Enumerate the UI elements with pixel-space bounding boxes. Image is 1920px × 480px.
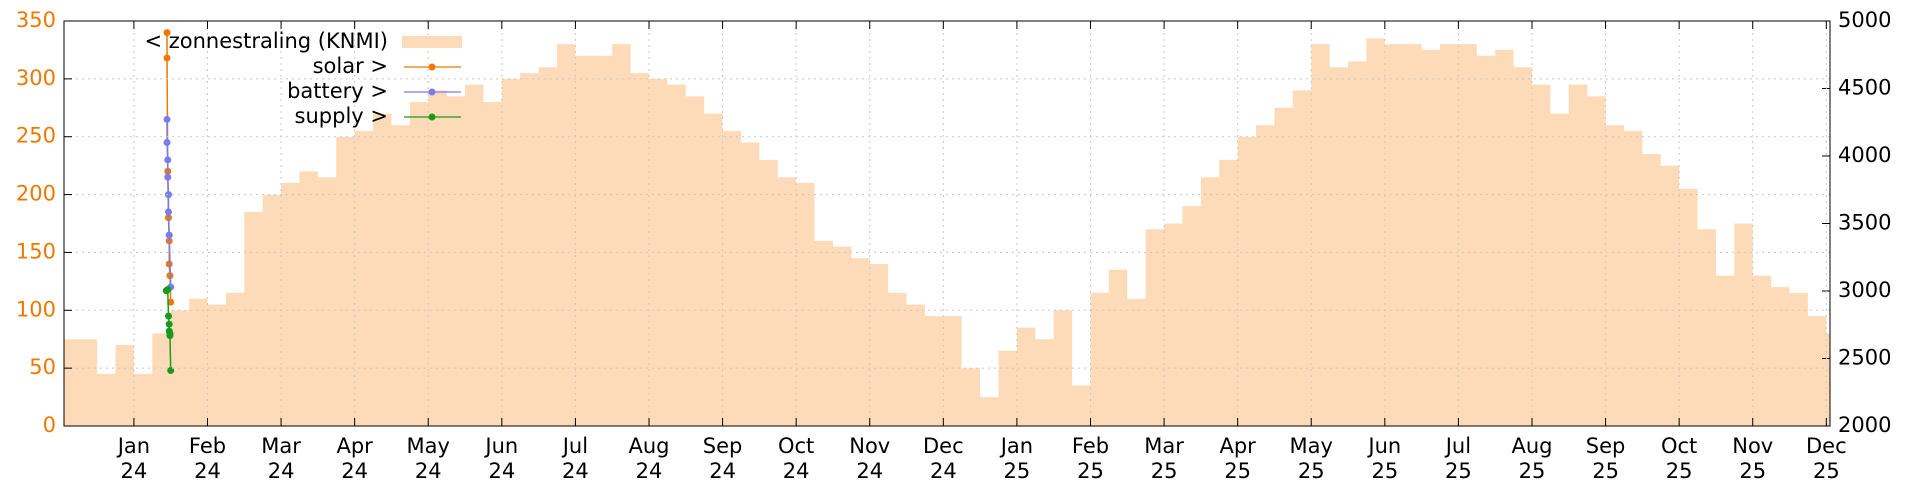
point	[164, 191, 172, 199]
x-tick-label: 25	[1445, 459, 1472, 480]
y2-tick-label: 4000	[1838, 143, 1891, 167]
y-tick-label: 50	[29, 355, 56, 379]
y-tick-label: 200	[16, 182, 56, 206]
x-tick-label: May	[407, 434, 450, 458]
x-tick-label: 24	[562, 459, 589, 480]
legend-swatch	[428, 88, 436, 96]
y-tick-label: 100	[16, 297, 56, 321]
x-tick-label: Oct	[1661, 434, 1697, 458]
legend-label: supply >	[295, 104, 388, 128]
y-tick-label: 150	[16, 239, 56, 263]
x-tick-label: 25	[1151, 459, 1178, 480]
point	[165, 320, 173, 328]
x-tick-label: Jul	[561, 434, 588, 458]
x-tick-label: 25	[1004, 459, 1031, 480]
x-tick-label: May	[1290, 434, 1333, 458]
x-tick-label: 24	[856, 459, 883, 480]
y-tick-label: 0	[43, 413, 56, 437]
point	[164, 173, 172, 181]
x-tick-label: 24	[636, 459, 663, 480]
x-tick-label: Jan	[116, 434, 150, 458]
x-tick-label: 24	[709, 459, 736, 480]
x-tick-label: Nov	[849, 434, 890, 458]
x-tick-label: 25	[1739, 459, 1766, 480]
plot-border	[63, 20, 1831, 427]
point	[163, 115, 171, 123]
x-tick-label: Mar	[1144, 434, 1184, 458]
legend-label: battery >	[287, 79, 388, 103]
x-tick-label: Jun	[1366, 434, 1401, 458]
x-tick-label: Apr	[336, 434, 373, 458]
x-tick-label: Aug	[1511, 434, 1552, 458]
y-tick-label: 250	[16, 124, 56, 148]
point	[163, 54, 171, 62]
x-tick-label: 25	[1813, 459, 1840, 480]
y2-tick-label: 5000	[1838, 8, 1891, 32]
y2-tick-label: 2000	[1838, 413, 1891, 437]
point	[166, 332, 174, 340]
x-tick-label: Dec	[1806, 434, 1847, 458]
x-tick-label: 25	[1077, 459, 1104, 480]
x-tick-label: 25	[1224, 459, 1251, 480]
x-tick-label: Apr	[1219, 434, 1256, 458]
x-tick-label: Aug	[628, 434, 669, 458]
x-tick-label: 24	[341, 459, 368, 480]
legend-swatch	[428, 63, 436, 71]
x-tick-label: Feb	[189, 434, 226, 458]
x-tick-label: Sep	[703, 434, 743, 458]
x-tick-label: 25	[1298, 459, 1325, 480]
y2-tick-label: 4500	[1838, 76, 1891, 100]
point	[165, 260, 173, 268]
point	[167, 298, 175, 306]
legend-swatch	[402, 36, 462, 48]
point	[163, 29, 171, 37]
legend-label: < zonnestraling (KNMI)	[144, 29, 388, 53]
x-tick-label: Oct	[778, 434, 814, 458]
x-tick-label: Jan	[999, 434, 1033, 458]
point	[165, 231, 173, 239]
x-tick-label: 24	[268, 459, 295, 480]
x-tick-label: Dec	[923, 434, 964, 458]
y2-tick-label: 3500	[1838, 211, 1891, 235]
x-tick-label: 25	[1666, 459, 1693, 480]
x-tick-label: 24	[121, 459, 148, 480]
point	[167, 367, 175, 375]
y2-tick-label: 3000	[1838, 278, 1891, 302]
y-tick-label: 350	[16, 8, 56, 32]
x-tick-label: 24	[488, 459, 515, 480]
x-tick-label: 25	[1519, 459, 1546, 480]
x-tick-label: Jul	[1444, 434, 1471, 458]
point	[164, 208, 172, 216]
x-tick-label: Nov	[1732, 434, 1773, 458]
x-tick-label: 24	[415, 459, 442, 480]
y2-tick-label: 2500	[1838, 346, 1891, 370]
x-tick-label: 25	[1592, 459, 1619, 480]
x-tick-label: Sep	[1586, 434, 1626, 458]
x-tick-label: 25	[1371, 459, 1398, 480]
x-tick-label: Feb	[1072, 434, 1109, 458]
point	[164, 312, 172, 320]
point	[164, 286, 172, 294]
x-tick-label: 24	[930, 459, 957, 480]
point	[163, 139, 171, 146]
legend-label: solar >	[313, 54, 388, 78]
legend-swatch	[428, 113, 436, 121]
x-tick-label: Mar	[261, 434, 301, 458]
x-tick-label: 24	[783, 459, 810, 480]
y-tick-label: 300	[16, 66, 56, 90]
x-tick-label: Jun	[483, 434, 518, 458]
point	[164, 156, 172, 164]
x-tick-label: 24	[194, 459, 221, 480]
area	[64, 38, 1830, 426]
